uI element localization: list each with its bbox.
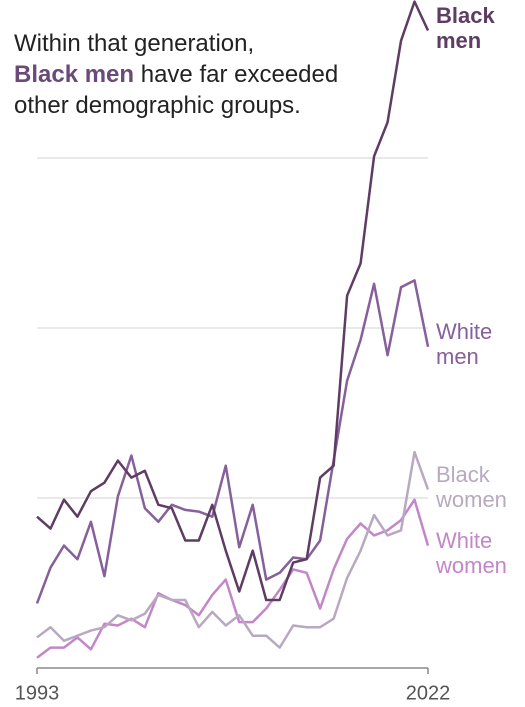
series-label: Black men [436, 2, 495, 53]
x-tick-label: 2022 [406, 682, 451, 704]
series-label: White men [436, 318, 493, 369]
series-line [36, 498, 430, 659]
series-line [36, 450, 430, 649]
title-text: other demographic groups. [14, 92, 301, 119]
title-text: Within that generation, [14, 30, 255, 57]
series-label: Black women [436, 461, 507, 512]
title-text: have far exceeded [140, 61, 339, 88]
series-line [36, 0, 430, 602]
title-highlight: Black men [14, 61, 135, 88]
x-tick-label: 1993 [15, 682, 60, 704]
series-label: White women [436, 527, 507, 578]
series-line [35, 279, 430, 604]
chart-title: Within that generation, Black men have fa… [14, 28, 338, 121]
